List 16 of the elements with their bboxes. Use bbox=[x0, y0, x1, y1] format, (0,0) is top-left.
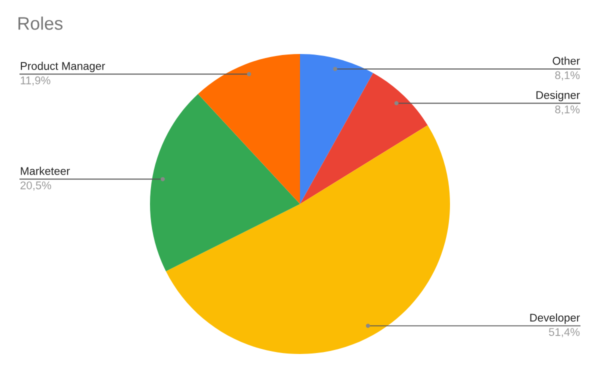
data-label: 8,1% bbox=[555, 71, 580, 80]
pie-slice bbox=[300, 73, 428, 204]
data-label: 8,1% bbox=[555, 106, 580, 115]
slice-label: Developer bbox=[530, 313, 580, 324]
data-label: 11,9% bbox=[20, 76, 50, 86]
slice-label: Other bbox=[552, 56, 580, 65]
slice-label: Designer bbox=[536, 90, 580, 102]
slice-label: Marketeer bbox=[20, 166, 70, 175]
pie-slice bbox=[150, 94, 300, 272]
chart-title: Roles bbox=[18, 16, 63, 30]
pie-slice bbox=[166, 125, 450, 354]
pie-slice bbox=[198, 54, 300, 204]
slice-label: Product Manager bbox=[20, 62, 106, 72]
data-label: 51,4% bbox=[548, 328, 580, 338]
pie-slice bbox=[300, 54, 374, 204]
data-label: 20,5% bbox=[20, 181, 52, 191]
